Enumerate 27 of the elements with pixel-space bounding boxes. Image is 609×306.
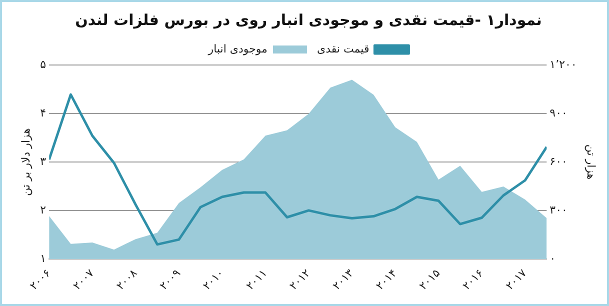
x-tick-label: ۲۰۱۱	[244, 266, 270, 292]
y2-tick-label: ۹۰۰	[550, 106, 568, 120]
x-tick-label: ۲۰۰۷	[70, 266, 97, 292]
x-tick-label: ۲۰۱۷	[503, 266, 530, 292]
y-axis-title: هزار دلار بر تن	[19, 128, 32, 196]
y2-tick-label: ۶۰۰	[550, 154, 568, 168]
x-tick-label: ۲۰۱۴	[373, 266, 400, 292]
x-tick-label: ۲۰۱۶	[460, 266, 486, 292]
y-tick-label: ۳	[40, 154, 46, 168]
x-tick-label: ۲۰۰۶	[27, 266, 54, 292]
chart-title: نمودار۱ -قیمت نقدی و موجودی انبار روی در بورس فلزات لندن	[75, 10, 542, 29]
x-tick-label: ۲۰۱۲	[286, 266, 313, 292]
y-tick-label: ۵	[40, 58, 46, 71]
y2-axis-title: هزار تن	[584, 144, 598, 180]
x-tick-label: ۲۰۱۰	[200, 266, 226, 292]
y-tick-label: ۱	[40, 252, 46, 265]
legend-label: قیمت نقدی	[316, 42, 370, 56]
legend-label: موجودی انبار	[207, 42, 268, 56]
y2-tick-label: ۳۰۰	[550, 203, 568, 216]
y2-tick-label: ۰	[550, 252, 556, 265]
x-tick-label: ۲۰۰۸	[114, 266, 140, 292]
x-tick-label: ۲۰۱۵	[416, 266, 443, 292]
y2-tick-label: ۱٬۲۰۰	[550, 58, 577, 71]
x-tick-label: ۲۰۰۹	[157, 266, 184, 292]
y-tick-label: ۲	[40, 203, 46, 216]
y-tick-label: ۴	[40, 106, 46, 120]
x-tick-label: ۲۰۱۳	[330, 266, 356, 292]
